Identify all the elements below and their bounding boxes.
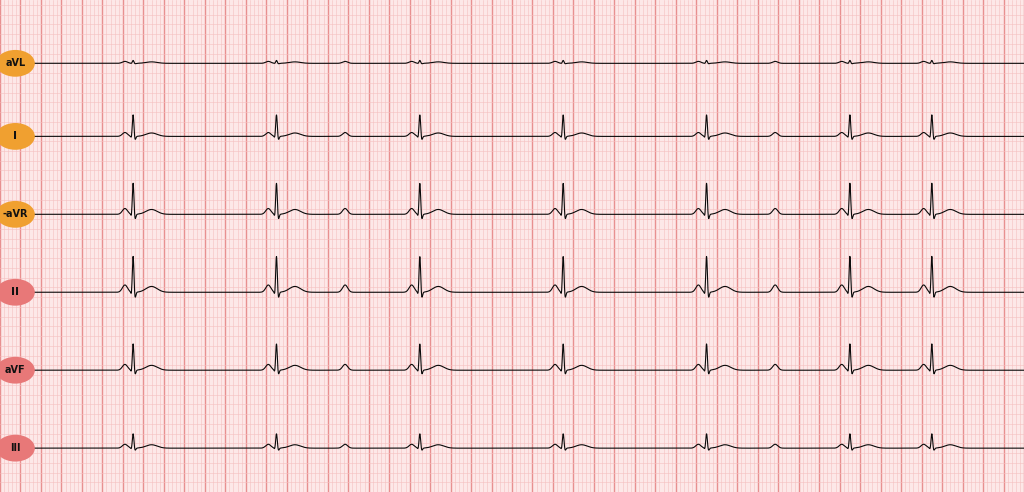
Ellipse shape	[0, 50, 35, 77]
Ellipse shape	[0, 123, 35, 150]
Text: aVF: aVF	[5, 365, 26, 375]
Text: aVL: aVL	[5, 59, 26, 68]
Ellipse shape	[0, 279, 35, 306]
Text: II: II	[11, 287, 19, 297]
Ellipse shape	[0, 357, 35, 384]
Text: -aVR: -aVR	[3, 209, 28, 219]
Ellipse shape	[0, 435, 35, 461]
Text: I: I	[13, 131, 17, 141]
Text: III: III	[10, 443, 20, 453]
Ellipse shape	[0, 201, 35, 228]
